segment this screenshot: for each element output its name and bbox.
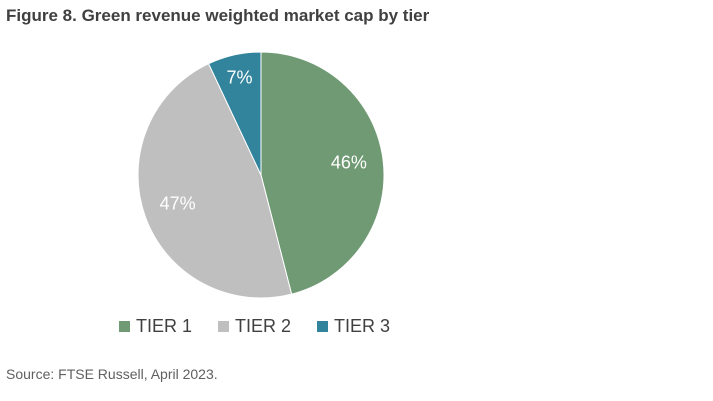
legend-item-tier-3: TIER 3 xyxy=(317,316,390,337)
legend-label-tier-1: TIER 1 xyxy=(136,316,193,336)
legend-swatch-tier-3 xyxy=(317,321,329,332)
legend-label-tier-3: TIER 3 xyxy=(334,316,391,336)
chart-legend: TIER 1 TIER 2 TIER 3 xyxy=(119,316,390,337)
data-label-tier-3: 7% xyxy=(227,68,253,88)
legend-item-tier-1: TIER 1 xyxy=(119,316,192,337)
legend-swatch-tier-1 xyxy=(119,321,130,332)
source-note: Source: FTSE Russell, April 2023. xyxy=(6,366,218,382)
data-label-tier-2: 47% xyxy=(160,194,196,214)
legend-item-tier-2: TIER 2 xyxy=(218,316,291,337)
figure-title: Figure 8. Green revenue weighted market … xyxy=(6,6,430,25)
pie-slice-tier-1 xyxy=(260,51,385,295)
data-label-tier-1: 46% xyxy=(331,153,367,173)
pie-slice-tier-3 xyxy=(207,51,262,176)
legend-label-tier-2: TIER 2 xyxy=(235,316,292,336)
pie-slice-tier-2 xyxy=(137,63,293,299)
legend-swatch-tier-2 xyxy=(218,321,230,332)
